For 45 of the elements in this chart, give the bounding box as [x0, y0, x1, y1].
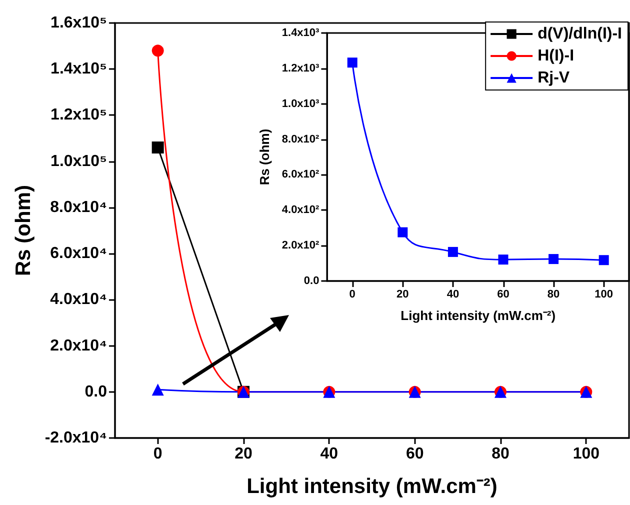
- x-tick-label: 0: [153, 446, 162, 462]
- point: [152, 142, 164, 154]
- x-tick-label: 20: [234, 446, 252, 462]
- y-tick-label: 1.6x10⁵: [50, 14, 107, 32]
- y-tick-label: 1.4x10³: [282, 27, 320, 39]
- y-tick-label: 4.0x10²: [282, 204, 320, 216]
- x-tick-label: 20: [396, 288, 409, 300]
- x-tick-label: 60: [406, 446, 424, 462]
- x-tick-label: 100: [572, 446, 600, 462]
- y-tick-label: 1.2x10⁵: [50, 106, 107, 124]
- y-tick-label: 0.0: [304, 275, 320, 287]
- y-tick-label: 2.0x10⁴: [50, 337, 108, 354]
- legend-label: H(I)-I: [538, 48, 574, 64]
- x-tick-label: 40: [320, 446, 338, 462]
- y-tick-label: -2.0x10⁴: [44, 430, 108, 446]
- y-tick-label: 8.0x10²: [282, 133, 320, 146]
- x-axis-title: Light intensity (mW.cm⁻²): [400, 308, 556, 323]
- y-axis-title: Rs (ohm): [257, 128, 272, 186]
- point: [598, 255, 609, 266]
- y-tick-label: 2.0x10²: [282, 240, 320, 252]
- y-tick-label: 8.0x10⁴: [50, 198, 108, 216]
- legend-label: d(V)/dln(I)-I: [538, 26, 622, 42]
- y-tick-label: 6.0x10²: [282, 168, 320, 181]
- x-tick-label: 80: [492, 446, 510, 462]
- y-tick-label: 1.0x10³: [282, 98, 320, 110]
- y-tick-label: 1.4x10⁵: [50, 60, 107, 78]
- x-tick-label: 100: [594, 288, 614, 300]
- point: [548, 254, 559, 264]
- x-tick-label: 60: [497, 288, 510, 300]
- y-tick-label: 6.0x10⁴: [50, 245, 108, 262]
- legend-label: Rj-V: [538, 70, 570, 86]
- point: [152, 44, 164, 57]
- x-tick-label: 40: [446, 288, 460, 300]
- point: [398, 227, 408, 238]
- y-axis-title: Rs (ohm): [12, 185, 35, 276]
- x-axis-title: Light intensity (mW.cm⁻²): [246, 475, 498, 498]
- x-tick-label: 80: [547, 288, 560, 300]
- y-tick-label: 4.0x10⁴: [50, 291, 108, 308]
- point: [498, 254, 508, 265]
- x-tick-label: 0: [349, 288, 356, 300]
- point: [448, 246, 458, 257]
- y-tick-label: 0.0: [84, 383, 108, 400]
- point: [347, 58, 358, 68]
- y-tick-label: 1.0x10⁵: [50, 152, 107, 170]
- y-tick-label: 1.2x10³: [282, 62, 320, 74]
